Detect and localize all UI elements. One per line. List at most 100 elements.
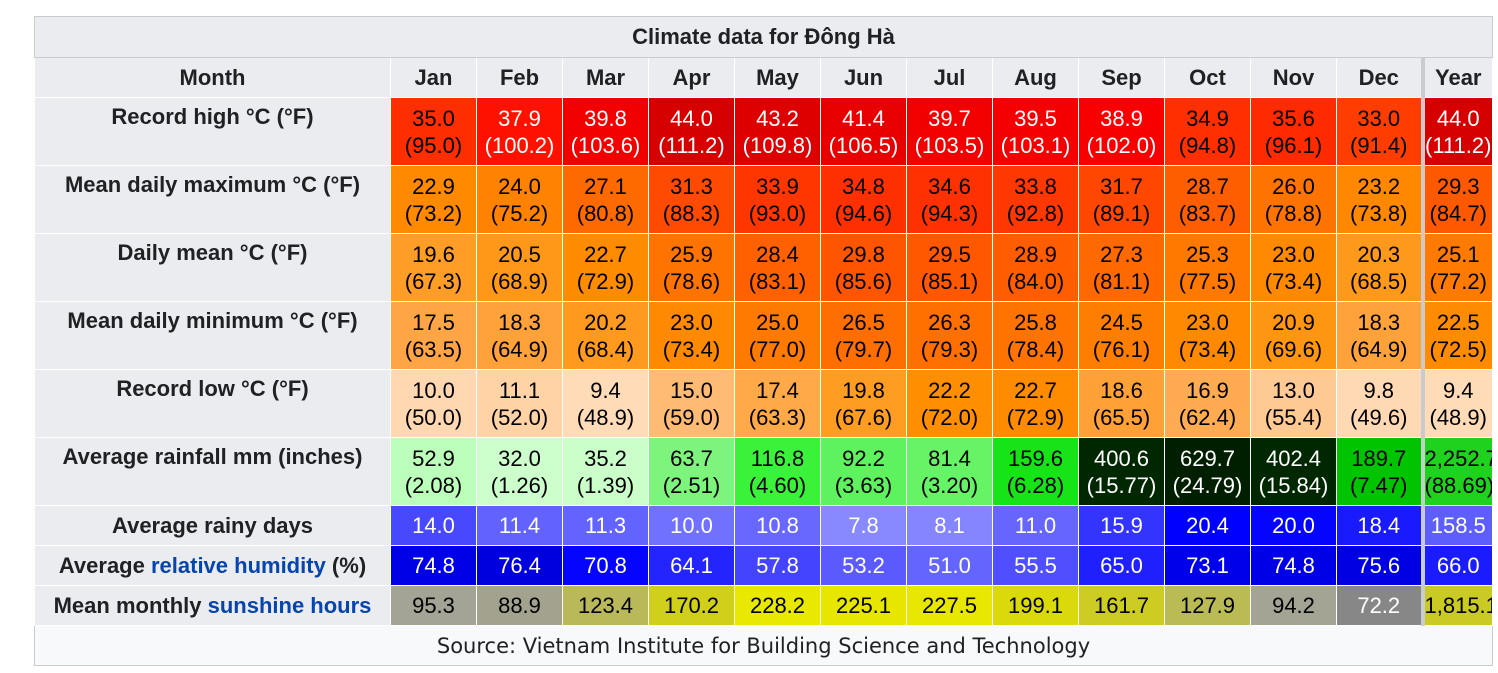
data-cell: 43.2 (109.8) [734,97,821,166]
row-label: Record low °C (°F) [34,369,391,438]
column-header-may: May [734,57,821,98]
cell-value-celsius: 52.9 [412,445,455,471]
cell-value-celsius: 189.7 [1351,445,1407,471]
cell-value: 170.2 [663,593,720,618]
data-cell: 20.0 [1250,505,1337,546]
cell-value-celsius: 26.3 [928,309,971,335]
cell-value-celsius: 27.1 [584,173,627,199]
data-cell: 227.5 [906,585,993,626]
cell-value-celsius: 25.3 [1186,241,1229,267]
data-cell: 123.4 [562,585,649,626]
cell-value: 123.4 [577,593,634,618]
data-cell: 34.6 (94.3) [906,165,993,234]
cell-value-celsius: 159.6 [1007,445,1064,471]
cell-value-celsius: 44.0 [670,105,713,131]
cell-value: 11.4 [498,513,541,538]
data-cell: 161.7 [1078,585,1165,626]
cell-value-celsius: 26.5 [842,309,885,335]
data-cell: 19.6 (67.3) [390,233,477,302]
row-label-link[interactable]: relative humidity [150,552,326,578]
cell-value-celsius: 9.8 [1363,377,1395,403]
cell-value-secondary: (95.0) [404,132,463,158]
data-cell: 199.1 [992,585,1079,626]
cell-value-secondary: (15.77) [1086,472,1157,498]
cell-value-secondary: (64.9) [490,336,549,362]
cell-value-secondary: (89.1) [1092,200,1151,226]
cell-value-celsius: 25.0 [756,309,799,335]
cell-value: 66.0 [1436,553,1480,578]
table-row: Average rainfall mm (inches) 52.9 (2.08) 32… [34,437,1493,506]
cell-value-secondary: (73.4) [1178,336,1237,362]
data-cell: 35.6 (96.1) [1250,97,1337,166]
cell-value-secondary: (78.6) [662,268,721,294]
data-cell: 25.3 (77.5) [1164,233,1251,302]
data-cell: 27.3 (81.1) [1078,233,1165,302]
row-label-text: Mean monthly [53,592,208,618]
row-label-link[interactable]: sunshine hours [207,592,372,618]
row-label: Mean daily maximum °C (°F) [34,165,391,234]
cell-value-secondary: (48.9) [1429,404,1487,430]
cell-value-celsius: 19.8 [842,377,885,403]
data-cell: 94.2 [1250,585,1337,626]
data-cell: 24.5 (76.1) [1078,301,1165,370]
data-cell: 88.9 [476,585,563,626]
cell-value-celsius: 33.8 [1014,173,1057,199]
cell-value-celsius: 28.9 [1014,241,1057,267]
source-row: Source: Vietnam Institute for Building S… [34,625,1493,666]
cell-value-celsius: 27.3 [1100,241,1143,267]
cell-value-secondary: (84.7) [1429,200,1487,226]
cell-value-celsius: 18.3 [1357,309,1401,335]
data-cell: 74.8 [390,545,477,586]
cell-value: 20.4 [1186,513,1229,538]
cell-value-celsius: 22.7 [1014,377,1057,403]
cell-value-celsius: 29.3 [1436,173,1480,199]
cell-value: 20.0 [1272,513,1315,538]
table-row: Daily mean °C (°F) 19.6 (67.3) 20.5 (68.9) 22… [34,233,1493,302]
data-cell: 41.4 (106.5) [820,97,907,166]
cell-value-secondary: (79.7) [834,336,893,362]
data-cell: 26.5 (79.7) [820,301,907,370]
cell-value-secondary: (1.39) [576,472,635,498]
cell-value-celsius: 31.3 [670,173,713,199]
data-cell: 70.8 [562,545,649,586]
data-cell: 95.3 [390,585,477,626]
data-cell: 225.1 [820,585,907,626]
cell-value-secondary: (77.0) [748,336,807,362]
column-header-nov: Nov [1250,57,1337,98]
cell-value: 158.5 [1430,513,1486,538]
table-row: Mean monthly sunshine hours 95.3 88.9 123.4… [34,585,1493,626]
cell-value-celsius: 402.4 [1265,445,1322,471]
data-cell: 18.4 [1336,505,1423,546]
row-label: Daily mean °C (°F) [34,233,391,302]
cell-value: 51.0 [928,553,971,578]
cell-value-celsius: 24.0 [498,173,541,199]
cell-value-secondary: (59.0) [662,404,721,430]
cell-value-secondary: (68.4) [576,336,635,362]
cell-value-celsius: 34.6 [928,173,971,199]
data-cell: 13.0 (55.4) [1250,369,1337,438]
cell-value-secondary: (48.9) [576,404,635,430]
cell-value-celsius: 35.0 [412,105,455,131]
data-cell: 22.7 (72.9) [562,233,649,302]
data-cell: 10.8 [734,505,821,546]
cell-value: 161.7 [1093,593,1150,618]
cell-value-secondary: (94.8) [1178,132,1237,158]
cell-value: 88.9 [498,593,541,618]
data-cell: 76.4 [476,545,563,586]
data-cell: 31.7 (89.1) [1078,165,1165,234]
data-cell: 23.2 (73.8) [1336,165,1423,234]
row-label: Average rainfall mm (inches) [34,437,391,506]
cell-value-secondary: (4.60) [748,472,807,498]
data-cell: 18.3 (64.9) [476,301,563,370]
data-cell: 629.7 (24.79) [1164,437,1251,506]
cell-value-celsius: 17.5 [412,309,455,335]
cell-value-celsius: 16.9 [1186,377,1229,403]
cell-value: 228.2 [749,593,806,618]
data-cell: 33.0 (91.4) [1336,97,1423,166]
cell-value-secondary: (88.69) [1424,472,1493,498]
data-cell: 39.7 (103.5) [906,97,993,166]
cell-value-celsius: 22.7 [584,241,627,267]
data-cell: 44.0 (111.2) [648,97,735,166]
cell-value-secondary: (79.3) [920,336,979,362]
data-cell: 189.7 (7.47) [1336,437,1423,506]
